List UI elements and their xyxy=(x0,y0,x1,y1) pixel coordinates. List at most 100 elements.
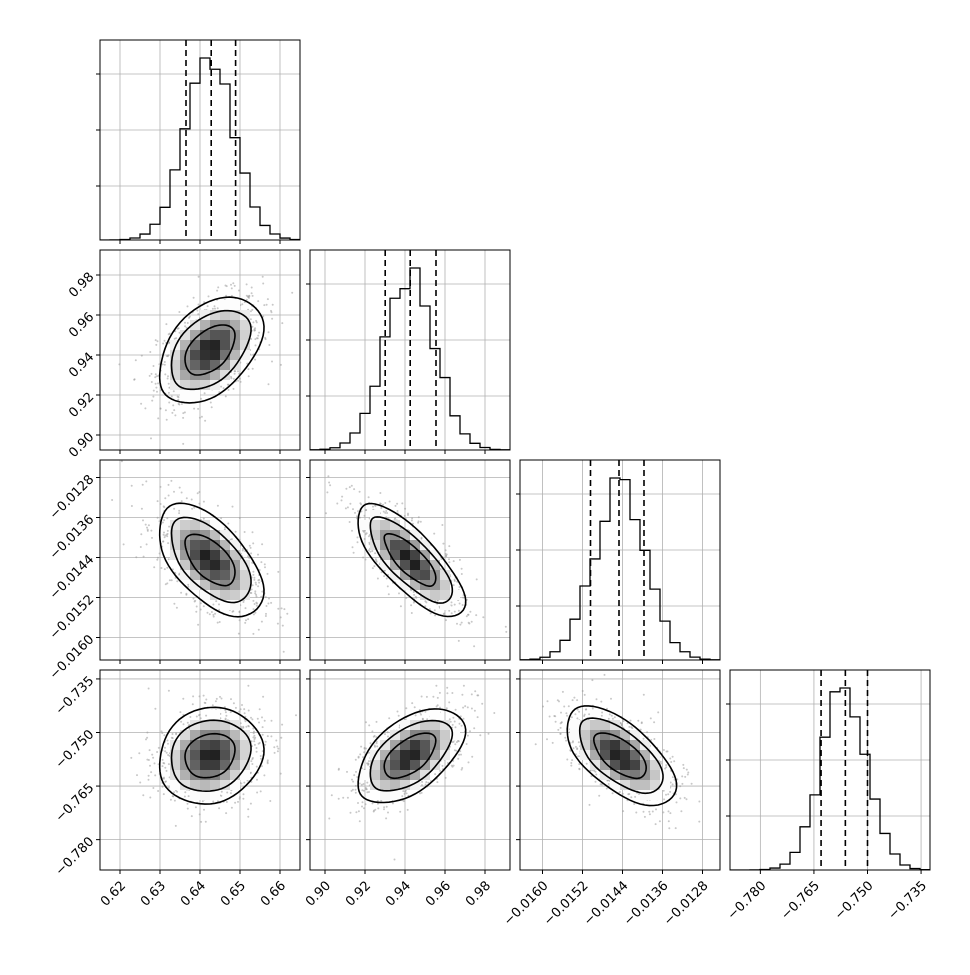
scatter-point xyxy=(164,497,166,499)
scatter-point xyxy=(411,520,413,522)
scatter-point xyxy=(249,545,251,547)
scatter-point xyxy=(505,626,507,628)
x-tick-label: 0.66 xyxy=(258,878,289,909)
scatter-point xyxy=(207,612,209,614)
scatter-point xyxy=(230,711,232,713)
scatter-point xyxy=(153,390,155,392)
y-tick-label: −0.780 xyxy=(53,834,98,879)
scatter-point xyxy=(477,716,479,718)
scatter-point xyxy=(205,699,207,701)
scatter-point xyxy=(461,694,463,696)
scatter-point xyxy=(131,505,133,507)
density-cell xyxy=(440,590,450,600)
density-cell xyxy=(210,740,220,750)
scatter-point xyxy=(157,417,159,419)
scatter-point xyxy=(166,567,168,569)
scatter-point xyxy=(411,612,413,614)
density-cell xyxy=(380,780,390,790)
scatter-point xyxy=(144,407,146,409)
scatter-point xyxy=(459,723,461,725)
scatter-point xyxy=(352,781,354,783)
scatter-point xyxy=(365,509,367,511)
scatter-point xyxy=(407,809,409,811)
scatter-point xyxy=(199,503,201,505)
scatter-point xyxy=(414,706,416,708)
y-tick-label: 0.98 xyxy=(66,270,97,301)
scatter-point xyxy=(146,737,148,739)
scatter-point xyxy=(270,602,272,604)
scatter-point xyxy=(154,376,156,378)
scatter-point xyxy=(389,501,391,503)
scatter-point xyxy=(280,364,282,366)
scatter-point xyxy=(179,711,181,713)
scatter-point xyxy=(387,812,389,814)
scatter-point xyxy=(182,698,184,700)
scatter-point xyxy=(371,550,373,552)
scatter-point xyxy=(147,530,149,532)
scatter-point xyxy=(192,703,194,705)
scatter-point xyxy=(346,771,348,773)
scatter-point xyxy=(233,388,235,390)
scatter-point xyxy=(163,793,165,795)
scatter-point xyxy=(267,761,269,763)
scatter-point xyxy=(118,363,120,365)
scatter-point xyxy=(454,604,456,606)
scatter-point xyxy=(164,767,166,769)
scatter-point xyxy=(184,791,186,793)
x-tick-label: 0.64 xyxy=(178,878,209,909)
panel-2-1 xyxy=(306,460,510,664)
scatter-point xyxy=(162,765,164,767)
scatter-point xyxy=(254,338,256,340)
scatter-point xyxy=(174,800,176,802)
scatter-point xyxy=(167,542,169,544)
scatter-point xyxy=(257,718,259,720)
scatter-point xyxy=(171,412,173,414)
density-cell xyxy=(390,790,400,800)
scatter-point xyxy=(357,536,359,538)
scatter-point xyxy=(256,751,258,753)
scatter-point xyxy=(352,546,354,548)
scatter-point xyxy=(253,735,255,737)
scatter-point xyxy=(199,695,201,697)
scatter-point xyxy=(196,716,198,718)
scatter-point xyxy=(422,718,424,720)
density-cell xyxy=(190,540,200,550)
scatter-point xyxy=(157,557,159,559)
density-cells xyxy=(170,710,250,800)
density-cell xyxy=(190,520,200,530)
scatter-point xyxy=(142,794,144,796)
scatter-point xyxy=(172,795,174,797)
scatter-point xyxy=(351,779,353,781)
scatter-point xyxy=(181,403,183,405)
scatter-point xyxy=(268,383,270,385)
scatter-point xyxy=(256,596,258,598)
scatter-point xyxy=(466,615,468,617)
scatter-point xyxy=(243,601,245,603)
panel-3-2: −0.0160−0.0152−0.0144−0.0136−0.0128 xyxy=(501,670,720,929)
density-cell xyxy=(370,790,380,800)
scatter-point xyxy=(146,732,148,734)
scatter-point xyxy=(387,731,389,733)
scatter-point xyxy=(261,543,263,545)
density-cell xyxy=(200,350,210,360)
scatter-point xyxy=(459,603,461,605)
scatter-point xyxy=(453,560,455,562)
density-cell xyxy=(220,340,230,350)
scatter-point xyxy=(413,594,415,596)
scatter-point xyxy=(180,721,182,723)
scatter-point xyxy=(387,585,389,587)
scatter-point xyxy=(466,743,468,745)
scatter-point xyxy=(433,533,435,535)
scatter-point xyxy=(251,740,253,742)
scatter-point xyxy=(244,622,246,624)
scatter-point xyxy=(226,792,228,794)
scatter-point xyxy=(162,343,164,345)
density-cell xyxy=(190,550,200,560)
density-cell xyxy=(420,760,430,770)
scatter-point xyxy=(157,517,159,519)
scatter-point xyxy=(398,715,400,717)
density-cell xyxy=(190,360,200,370)
scatter-point xyxy=(366,791,368,793)
scatter-point xyxy=(182,443,184,445)
scatter-point xyxy=(155,339,157,341)
